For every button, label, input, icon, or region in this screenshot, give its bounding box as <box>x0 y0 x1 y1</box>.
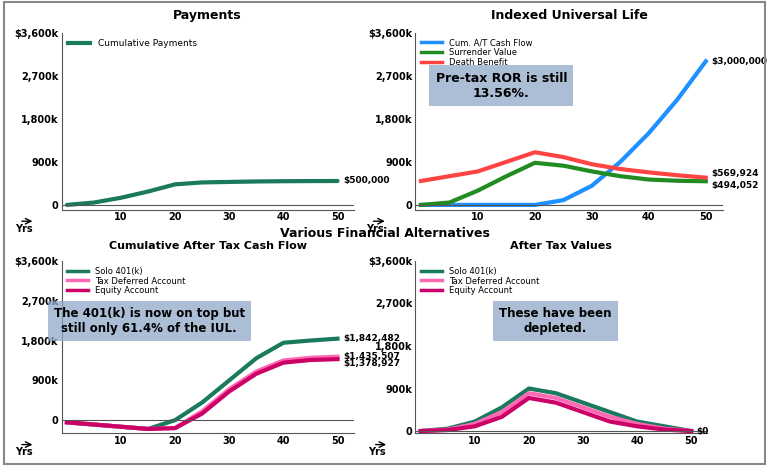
Text: $1,378,927: $1,378,927 <box>343 359 400 368</box>
Text: These have been
depleted.: These have been depleted. <box>499 307 612 336</box>
Text: After Tax Values: After Tax Values <box>511 240 612 251</box>
Text: Indexed Universal Life: Indexed Universal Life <box>491 9 647 22</box>
Text: Yrs: Yrs <box>15 224 32 234</box>
Text: $3,000,000: $3,000,000 <box>711 57 767 66</box>
Text: $0: $0 <box>697 426 709 436</box>
Text: Yrs: Yrs <box>366 224 384 234</box>
Text: $500,000: $500,000 <box>343 177 389 185</box>
Legend: Solo 401(k), Tax Deferred Account, Equity Account: Solo 401(k), Tax Deferred Account, Equit… <box>419 265 541 297</box>
Text: The 401(k) is now on top but
still only 61.4% of the IUL.: The 401(k) is now on top but still only … <box>54 307 245 336</box>
Text: $569,924: $569,924 <box>711 169 759 178</box>
Text: Cumulative After Tax Cash Flow: Cumulative After Tax Cash Flow <box>108 240 307 251</box>
Text: $1,435,507: $1,435,507 <box>343 352 400 361</box>
Text: Pre-tax ROR is still
13.56%.: Pre-tax ROR is still 13.56%. <box>435 72 568 100</box>
Legend: Cumulative Payments: Cumulative Payments <box>66 37 198 50</box>
Text: $1,842,482: $1,842,482 <box>343 334 400 343</box>
Legend: Cum. A/T Cash Flow, Surrender Value, Death Benefit: Cum. A/T Cash Flow, Surrender Value, Dea… <box>419 37 534 69</box>
Legend: Solo 401(k), Tax Deferred Account, Equity Account: Solo 401(k), Tax Deferred Account, Equit… <box>65 265 187 297</box>
Text: Yrs: Yrs <box>368 447 386 457</box>
Text: Various Financial Alternatives: Various Financial Alternatives <box>280 227 489 240</box>
Text: Yrs: Yrs <box>15 447 32 457</box>
Text: Payments: Payments <box>173 9 242 22</box>
Text: $494,052: $494,052 <box>711 181 759 190</box>
